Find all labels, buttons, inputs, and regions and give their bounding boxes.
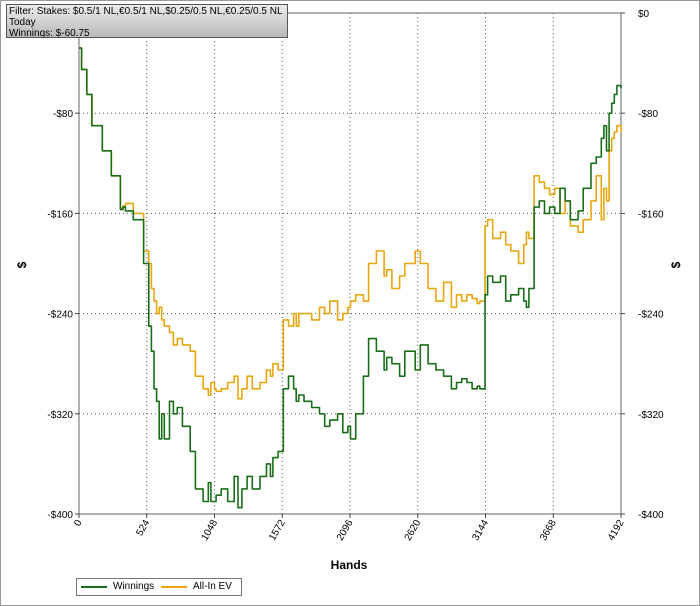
legend: Winnings All-In EV: [76, 578, 242, 596]
x-tick-label: 1572: [267, 518, 288, 543]
legend-item-winnings: Winnings: [81, 581, 161, 593]
y-tick-label-left: -$80: [53, 109, 73, 120]
legend-swatch-allin-ev: [161, 586, 187, 588]
x-tick-label: 2096: [335, 518, 356, 543]
y-tick-label-right: -$160: [638, 209, 664, 220]
filter-text: Filter: Stakes: $0.5/1 NL,€0.5/1 NL,$0.2…: [9, 6, 283, 17]
y-axis-label-right: $: [669, 261, 683, 268]
series-layer: [79, 47, 622, 509]
x-axis-label: Hands: [331, 558, 368, 572]
series-line-allin-ev: [79, 47, 622, 400]
y-tick-label-right: -$240: [638, 310, 664, 321]
y-tick-label-left: -$240: [47, 310, 73, 321]
legend-item-allin-ev: All-In EV: [161, 581, 241, 593]
y-tick-label-left: -$160: [47, 209, 73, 220]
y-tick-label-left: -$320: [47, 410, 73, 421]
x-tick-label: 0: [72, 518, 85, 529]
legend-swatch-winnings: [81, 586, 107, 588]
winnings-text: Winnings: $-60.75: [9, 28, 90, 38]
y-tick-label-right: -$400: [638, 510, 664, 521]
legend-label-allin-ev: All-In EV: [193, 581, 232, 592]
y-tick-label-right: -$80: [638, 109, 658, 120]
period-text: Today: [9, 17, 36, 28]
y-tick-label-right: -$320: [638, 410, 664, 421]
legend-label-winnings: Winnings: [113, 581, 155, 592]
x-tick-label: 3144: [470, 518, 491, 543]
x-tick-label: 3668: [538, 518, 559, 543]
x-tick-label: 4192: [606, 518, 627, 543]
y-tick-label-left: -$400: [47, 510, 73, 521]
filter-info-box: Filter: Stakes: $0.5/1 NL,€0.5/1 NL,$0.2…: [6, 4, 288, 38]
x-tick-label: 1048: [199, 518, 220, 543]
x-tick-label: 524: [134, 518, 152, 538]
tick-labels: $0$0-$80-$80-$160-$160-$240-$240-$320-$3…: [47, 9, 664, 543]
y-tick-label-right: $0: [638, 9, 650, 20]
series-line-winnings: [79, 47, 622, 509]
x-tick-label: 2620: [403, 518, 424, 543]
y-axis-label-left: $: [15, 261, 29, 268]
